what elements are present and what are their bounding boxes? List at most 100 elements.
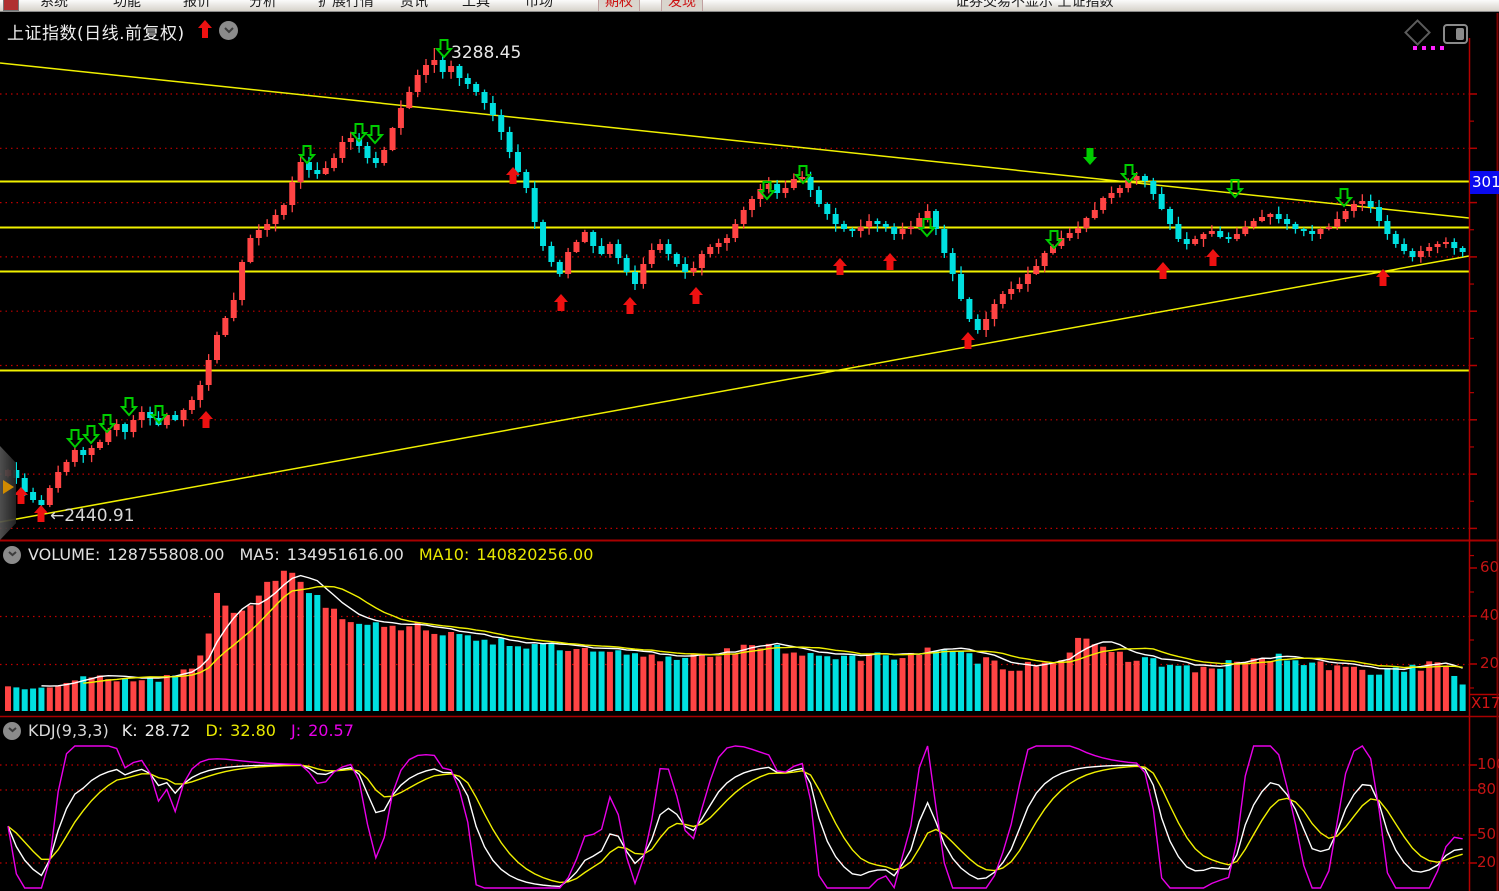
candle-body xyxy=(1058,238,1065,246)
volume-bar xyxy=(147,678,154,711)
candle-body xyxy=(698,254,705,268)
volume-bar xyxy=(46,687,53,711)
candle-body xyxy=(214,335,220,360)
buy-signal-arrow xyxy=(34,505,48,522)
sell-signal-arrow xyxy=(365,125,385,145)
volume-bar xyxy=(5,686,11,711)
volume-bar xyxy=(1359,669,1366,711)
menu-item-7[interactable]: 工具 xyxy=(462,0,490,10)
title-collapse-button[interactable] xyxy=(219,21,238,40)
candle-body xyxy=(1233,234,1240,239)
menu-item-4[interactable]: 分析 xyxy=(249,0,277,10)
ma10-label: MA10: xyxy=(418,545,470,564)
candle-body xyxy=(832,214,839,224)
menu-item-6[interactable]: 资讯 xyxy=(400,0,428,10)
volume-bar xyxy=(1208,668,1215,711)
kdj-axis-label: 100 xyxy=(1477,755,1499,773)
candle-body xyxy=(305,162,312,170)
sell-signal-arrow xyxy=(97,414,117,434)
candle-body xyxy=(197,385,204,400)
sell-signal-arrow xyxy=(119,397,139,417)
volume-bar xyxy=(1183,665,1190,711)
volume-bar xyxy=(824,656,831,711)
candle-body xyxy=(1451,242,1458,248)
candle-body xyxy=(347,138,354,142)
volume-bar xyxy=(1108,651,1115,711)
chevron-down-icon xyxy=(223,26,234,33)
volume-bar xyxy=(1242,662,1249,711)
chevron-down-icon xyxy=(7,727,17,733)
candle-body xyxy=(682,264,689,272)
volume-bar xyxy=(339,619,346,711)
candle-body xyxy=(1359,201,1366,204)
candle-body xyxy=(130,420,137,432)
menu-item-3[interactable]: 报价 xyxy=(183,0,211,10)
menu-item-2[interactable]: 功能 xyxy=(113,0,141,10)
volume-bar xyxy=(623,654,630,711)
kdj-collapse-button[interactable] xyxy=(3,721,21,740)
candle-body xyxy=(1325,227,1332,229)
volume-bar xyxy=(1317,661,1324,711)
j-label: J: xyxy=(290,721,302,740)
volume-bar xyxy=(932,651,939,711)
volume-bar xyxy=(71,680,78,711)
volume-collapse-button[interactable] xyxy=(3,545,21,564)
menubar: 证券交易不显示 上证指数 系统 功能 报价 分析 扩展行情 资讯 工具 市场 期权 发现 xyxy=(0,0,1499,12)
volume-bar xyxy=(272,580,279,711)
menu-item-8[interactable]: 市场 xyxy=(525,0,553,10)
candle-body xyxy=(255,230,262,238)
candle-body xyxy=(1208,231,1215,234)
volume-bar xyxy=(548,643,555,711)
candle-body xyxy=(1334,219,1341,227)
candle-body xyxy=(899,229,906,234)
candle-body xyxy=(790,179,797,188)
volume-bar xyxy=(1392,667,1399,711)
sell-signal-arrow xyxy=(297,145,317,165)
candle-body xyxy=(740,210,747,224)
volume-bar xyxy=(1141,657,1148,711)
split-panel-icon[interactable] xyxy=(1443,24,1468,44)
candle-body xyxy=(439,60,446,72)
sell-signal-arrow xyxy=(434,39,454,59)
volume-bar xyxy=(63,682,70,711)
candle-body xyxy=(147,412,154,418)
volume-bar xyxy=(1334,665,1341,711)
candle-body xyxy=(46,488,53,505)
candle-body xyxy=(113,424,120,430)
volume-bar xyxy=(606,651,613,711)
candle-body xyxy=(1417,251,1424,257)
volume-bar xyxy=(1325,670,1332,711)
volume-bar xyxy=(55,686,62,711)
volume-bar xyxy=(690,653,697,711)
candle-body xyxy=(1183,239,1190,244)
menu-item-9[interactable]: 期权 xyxy=(598,0,640,11)
candle-body xyxy=(1024,274,1031,284)
candle-body xyxy=(481,92,488,103)
menu-item-5[interactable]: 扩展行情 xyxy=(318,0,374,10)
volume-bar xyxy=(197,655,204,711)
volume-bar xyxy=(966,653,973,711)
candle-body xyxy=(489,103,496,115)
candle-body xyxy=(514,152,521,172)
volume-bar xyxy=(138,680,145,711)
d-label: D: xyxy=(205,721,224,740)
menu-item-1[interactable]: 系统 xyxy=(40,0,68,10)
volume-bar xyxy=(180,669,187,711)
volume-bar xyxy=(130,681,137,711)
menu-item-10[interactable]: 发现 xyxy=(661,0,703,11)
volume-bar xyxy=(406,626,413,711)
volume-bar xyxy=(1158,666,1165,711)
volume-bar xyxy=(1284,660,1291,711)
volume-bar xyxy=(38,687,45,711)
app-icon[interactable] xyxy=(3,0,19,11)
candle-body xyxy=(590,232,597,246)
sell-signal-arrow xyxy=(793,165,813,185)
sell-signal-arrow xyxy=(1225,179,1245,199)
candle-body xyxy=(1075,228,1082,233)
buy-signal-arrow xyxy=(14,487,28,504)
candle-body xyxy=(163,415,170,425)
candle-body xyxy=(782,188,789,193)
volume-bar xyxy=(682,657,689,711)
volume-bar xyxy=(489,644,496,711)
